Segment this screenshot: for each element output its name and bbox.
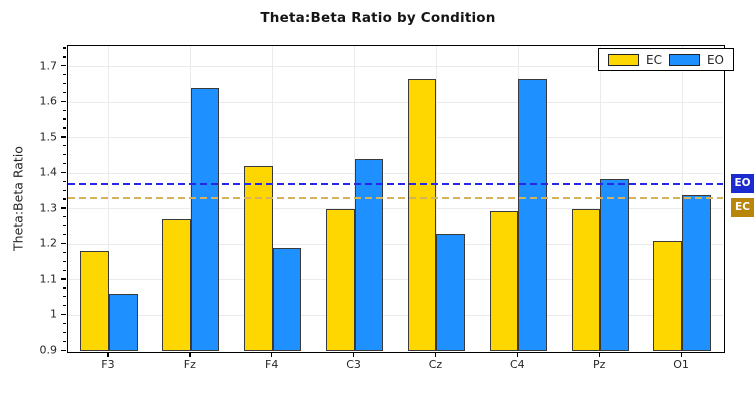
x-tick-label: F3 <box>101 358 115 371</box>
y-axis-major-tick <box>61 207 66 209</box>
y-axis-minor-tick <box>63 287 66 289</box>
legend-label-ec: EC <box>646 52 662 67</box>
x-axis-tick <box>680 353 682 357</box>
y-axis-major-tick <box>61 349 66 351</box>
legend-swatch-ec <box>608 53 639 66</box>
x-tick-label: C4 <box>509 358 525 371</box>
y-axis-major-tick <box>61 171 66 174</box>
bar-eo-f4 <box>272 247 302 351</box>
y-tick-label: 1.4 <box>39 165 58 179</box>
legend-label-eo: EO <box>706 52 724 67</box>
legend-swatch-eo <box>668 53 700 66</box>
bar-eo-pz <box>600 178 629 351</box>
gridline-horizontal <box>68 101 723 103</box>
x-axis-tick <box>434 353 437 357</box>
bar-ec-cz <box>407 79 437 351</box>
mean-line-ec <box>68 196 723 199</box>
y-axis-major-tick <box>61 65 66 67</box>
y-axis-minor-tick <box>63 118 66 120</box>
y-tick-label: 1.5 <box>39 130 58 144</box>
y-axis-minor-tick <box>63 269 66 271</box>
gridline-horizontal <box>68 279 723 281</box>
y-axis-minor-tick <box>63 216 66 218</box>
y-axis-minor-tick <box>63 47 66 49</box>
gridline-horizontal <box>68 172 723 174</box>
gridline-horizontal <box>68 208 723 210</box>
y-axis-minor-tick <box>63 189 66 191</box>
y-axis-minor-tick <box>63 340 66 342</box>
legend: EC EO <box>598 48 734 71</box>
y-axis-major-tick <box>61 136 66 138</box>
bar-ec-pz <box>571 208 601 351</box>
y-tick-label: 1 <box>50 307 57 321</box>
x-tick-label: F4 <box>265 358 279 371</box>
y-axis-minor-tick <box>63 109 66 111</box>
bar-ec-c4 <box>489 210 519 351</box>
y-axis-minor-tick <box>63 260 66 262</box>
bar-eo-cz <box>436 233 466 351</box>
plot-area <box>67 45 725 353</box>
x-tick-label: O1 <box>673 358 689 371</box>
bar-eo-o1 <box>682 194 711 351</box>
x-tick-label: Cz <box>428 358 443 371</box>
gridline-horizontal <box>68 137 723 139</box>
y-axis-minor-tick <box>63 233 66 236</box>
y-tick-label: 1.1 <box>39 272 58 286</box>
y-axis-minor-tick <box>63 82 66 85</box>
x-axis-tick <box>598 353 600 357</box>
x-axis-tick <box>107 353 109 357</box>
y-axis-major-tick <box>61 100 66 102</box>
bar-ec-fz <box>162 219 191 351</box>
x-axis-tick <box>516 353 519 357</box>
gridline-horizontal <box>68 243 723 245</box>
gridline-horizontal <box>68 66 723 68</box>
y-axis-minor-tick <box>63 56 66 58</box>
bar-eo-c3 <box>354 159 384 351</box>
y-axis-minor-tick <box>63 180 66 182</box>
y-axis-major-tick <box>61 313 66 316</box>
gridline-horizontal <box>68 314 723 316</box>
y-tick-label: 1.6 <box>39 94 58 108</box>
x-axis-tick <box>271 353 273 357</box>
y-axis-major-tick <box>61 242 66 245</box>
y-axis-minor-tick <box>63 145 66 147</box>
bar-ec-c3 <box>325 208 355 351</box>
x-axis-tick <box>189 353 191 357</box>
bar-eo-f3 <box>108 294 138 351</box>
y-axis-minor-tick <box>63 251 66 254</box>
y-tick-label: 1.7 <box>39 59 58 73</box>
mean-badge-eo: EO <box>731 173 754 193</box>
y-axis-minor-tick <box>63 296 66 298</box>
bar-eo-fz <box>190 87 220 351</box>
mean-line-eo <box>68 183 723 186</box>
y-axis-minor-tick <box>63 322 66 325</box>
y-axis-minor-tick <box>63 198 66 200</box>
y-axis-minor-tick <box>63 74 66 76</box>
y-tick-label: 1.2 <box>39 236 58 250</box>
x-tick-label: Pz <box>592 358 606 371</box>
bar-ec-f3 <box>80 251 109 351</box>
chart-title: Theta:Beta Ratio by Condition <box>260 10 496 26</box>
bar-ec-o1 <box>653 240 683 351</box>
x-axis-tick <box>353 353 355 357</box>
y-axis-minor-tick <box>63 153 66 156</box>
y-tick-label: 1.3 <box>39 201 58 215</box>
y-axis-minor-tick <box>63 225 66 227</box>
x-tick-label: Fz <box>183 358 196 371</box>
y-axis-minor-tick <box>63 162 66 165</box>
y-axis-minor-tick <box>63 331 66 334</box>
y-tick-label: 0.9 <box>39 343 58 357</box>
y-axis-major-tick <box>61 278 66 280</box>
y-axis-minor-tick <box>63 305 66 307</box>
y-axis-minor-tick <box>63 127 66 129</box>
mean-badge-ec: EC <box>731 197 754 217</box>
x-tick-label: C3 <box>346 358 361 371</box>
bar-ec-f4 <box>244 166 273 351</box>
y-axis-minor-tick <box>63 91 66 94</box>
bar-eo-c4 <box>518 79 547 351</box>
